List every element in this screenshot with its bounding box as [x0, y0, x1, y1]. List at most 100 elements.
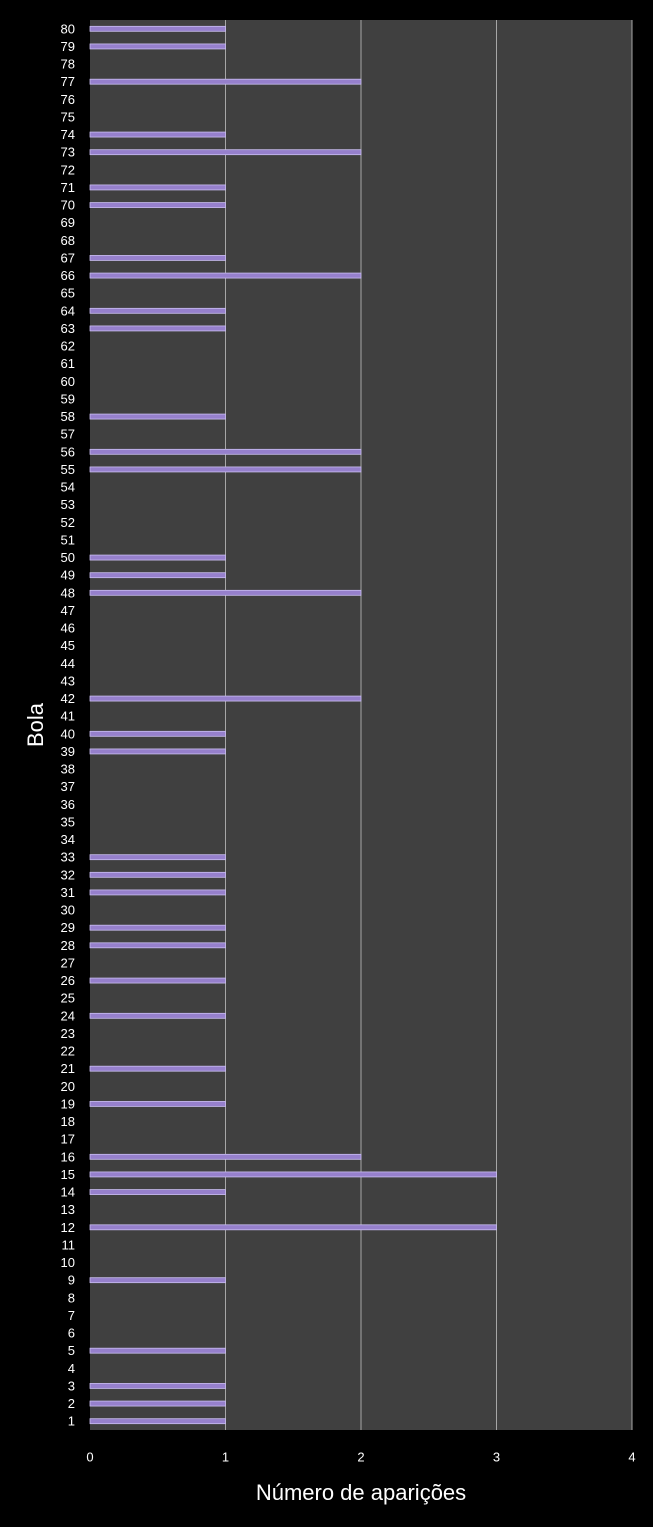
bar — [89, 942, 226, 949]
bar — [89, 1153, 362, 1160]
y-tick-label: 65 — [61, 286, 75, 301]
bar — [89, 1277, 226, 1284]
y-tick-label: 29 — [61, 920, 75, 935]
y-tick-label: 21 — [61, 1061, 75, 1076]
bar — [89, 25, 226, 32]
y-tick-label: 31 — [61, 885, 75, 900]
bar — [89, 307, 226, 314]
bar — [89, 184, 226, 191]
bar — [89, 889, 226, 896]
bar — [89, 977, 226, 984]
bar — [89, 325, 226, 332]
bar — [89, 1065, 226, 1072]
y-tick-label: 76 — [61, 92, 75, 107]
y-tick-label: 69 — [61, 215, 75, 230]
bar — [89, 1171, 497, 1178]
y-tick-label: 54 — [61, 480, 75, 495]
y-tick-label: 63 — [61, 321, 75, 336]
y-tick-label: 8 — [68, 1290, 75, 1305]
y-tick-label: 50 — [61, 550, 75, 565]
y-tick-label: 24 — [61, 1008, 75, 1023]
y-tick-label: 22 — [61, 1044, 75, 1059]
y-tick-label: 2 — [68, 1396, 75, 1411]
x-tick-label: 3 — [493, 1449, 500, 1464]
x-tick-label: 1 — [222, 1449, 229, 1464]
y-tick-label: 78 — [61, 57, 75, 72]
y-tick-label: 48 — [61, 585, 75, 600]
bar — [89, 1101, 226, 1107]
bar — [89, 572, 226, 579]
y-tick-label: 70 — [61, 198, 75, 213]
y-tick-label: 36 — [61, 797, 75, 812]
y-tick-label: 20 — [61, 1079, 75, 1094]
y-tick-label: 27 — [61, 955, 75, 970]
y-tick-label: 71 — [61, 180, 75, 195]
y-tick-label: 77 — [61, 74, 75, 89]
y-tick-label: 43 — [61, 673, 75, 688]
bar — [89, 43, 226, 50]
y-tick-label: 51 — [61, 532, 75, 547]
y-tick-label: 41 — [61, 709, 75, 724]
y-tick-label: 42 — [61, 691, 75, 706]
y-tick-label: 25 — [61, 991, 75, 1006]
y-tick-label: 64 — [61, 303, 75, 318]
bar — [89, 448, 362, 455]
bar — [89, 554, 226, 561]
bar — [89, 730, 226, 737]
bar — [89, 1224, 497, 1231]
y-tick-label: 26 — [61, 973, 75, 988]
y-tick-label: 5 — [68, 1343, 75, 1358]
bar — [89, 854, 226, 861]
y-tick-label: 47 — [61, 603, 75, 618]
y-tick-label: 79 — [61, 39, 75, 54]
x-tick-label: 4 — [628, 1449, 635, 1464]
bar — [89, 413, 226, 420]
y-tick-label: 1 — [68, 1414, 75, 1429]
y-tick-label: 73 — [61, 145, 75, 160]
y-tick-label: 16 — [61, 1149, 75, 1164]
y-tick-label: 23 — [61, 1026, 75, 1041]
bar — [89, 748, 226, 755]
y-tick-label: 44 — [61, 656, 75, 671]
y-tick-label: 19 — [61, 1096, 75, 1111]
y-tick-label: 39 — [61, 744, 75, 759]
bar — [89, 78, 362, 85]
bar — [89, 924, 226, 931]
y-axis-title: Bola — [23, 702, 48, 747]
y-tick-label: 49 — [61, 568, 75, 583]
y-tick-label: 6 — [68, 1326, 75, 1341]
y-tick-label: 12 — [61, 1220, 75, 1235]
y-tick-label: 57 — [61, 427, 75, 442]
y-tick-label: 46 — [61, 621, 75, 636]
y-tick-label: 15 — [61, 1167, 75, 1182]
y-tick-label: 53 — [61, 497, 75, 512]
bar — [89, 149, 362, 156]
y-tick-label: 56 — [61, 444, 75, 459]
y-tick-label: 55 — [61, 462, 75, 477]
y-tick-label: 58 — [61, 409, 75, 424]
y-tick-label: 52 — [61, 515, 75, 530]
y-tick-label: 62 — [61, 339, 75, 354]
y-tick-label: 45 — [61, 638, 75, 653]
y-tick-label: 61 — [61, 356, 75, 371]
bar — [89, 1400, 226, 1407]
y-tick-label: 32 — [61, 867, 75, 882]
y-tick-label: 4 — [68, 1361, 75, 1376]
y-tick-label: 40 — [61, 726, 75, 741]
y-tick-label: 33 — [61, 850, 75, 865]
y-tick-label: 14 — [61, 1185, 75, 1200]
y-tick-label: 18 — [61, 1114, 75, 1129]
y-tick-label: 60 — [61, 374, 75, 389]
y-tick-label: 59 — [61, 391, 75, 406]
y-tick-label: 80 — [61, 21, 75, 36]
y-tick-label: 68 — [61, 233, 75, 248]
y-tick-label: 75 — [61, 109, 75, 124]
y-tick-label: 9 — [68, 1273, 75, 1288]
x-tick-label: 2 — [357, 1449, 364, 1464]
bar — [89, 1418, 226, 1425]
y-tick-label: 3 — [68, 1378, 75, 1393]
bar — [89, 1347, 226, 1354]
y-tick-label: 10 — [61, 1255, 75, 1270]
bar — [89, 589, 362, 596]
